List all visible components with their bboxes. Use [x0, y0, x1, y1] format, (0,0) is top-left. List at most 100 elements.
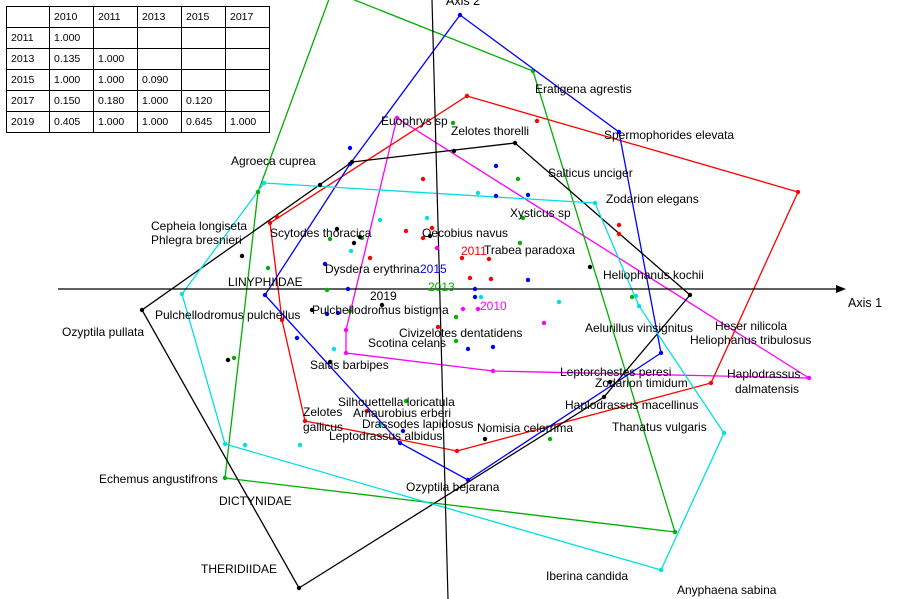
taxon-label: Haplodrassus macellinus — [565, 398, 698, 412]
scatter-point — [587, 264, 593, 270]
scatter-point — [629, 294, 635, 300]
scatter-point — [347, 145, 353, 151]
taxon-label: Oecobius navus — [422, 226, 508, 240]
scatter-point — [616, 231, 622, 237]
scatter-point — [467, 275, 473, 281]
scatter-point — [347, 308, 353, 314]
scatter-point — [420, 235, 426, 241]
table-cell: 1.000 — [137, 111, 182, 133]
table-row: 2017 0.150 0.180 1.000 0.120 — [6, 90, 270, 112]
scatter-point — [334, 226, 340, 232]
scatter-point — [357, 234, 363, 240]
taxon-label: Scytodes thoracica — [270, 226, 372, 240]
hull-vertex-point — [222, 475, 228, 481]
taxon-label: Trabea paradoxa — [484, 243, 575, 257]
scatter-point — [515, 176, 521, 182]
hull-vertex-point — [658, 567, 664, 573]
scatter-point — [424, 215, 430, 221]
taxon-label: Eratigena agrestis — [535, 82, 632, 96]
scatter-point — [265, 265, 271, 271]
scatter-point — [434, 245, 440, 251]
scatter-point — [435, 324, 441, 330]
hull-vertex-point — [636, 303, 642, 309]
taxon-label: DICTYNIDAE — [219, 494, 292, 508]
taxon-label: LINYPHIIDAE — [228, 275, 303, 289]
hull-vertex-point — [296, 585, 302, 591]
scatter-point — [317, 182, 323, 188]
taxon-label: Thanatus vulgaris — [612, 420, 707, 434]
hull-vertex-point — [601, 394, 607, 400]
year-label-2011: 2011 — [461, 244, 487, 258]
taxon-label: Iberina candida — [546, 569, 628, 583]
scatter-point — [309, 307, 315, 313]
scatter-point — [472, 294, 478, 300]
convex-hull-2013 — [224, 0, 676, 533]
taxon-label: Civizelotes dentatidens — [399, 326, 522, 340]
taxon-label: Scotina celans — [368, 336, 446, 350]
taxon-label: Amaurobius erberi — [353, 406, 451, 420]
year-label-2019: 2019 — [370, 289, 397, 303]
taxon-label: Pulchellodromus bistigma — [312, 303, 449, 317]
scatter-point — [427, 233, 433, 239]
scatter-point — [335, 310, 341, 316]
hull-vertex-point — [806, 375, 812, 381]
taxon-label: Leptodrassus albidus — [329, 429, 442, 443]
scatter-point — [403, 398, 409, 404]
scatter-point — [493, 163, 499, 169]
scatter-point — [351, 240, 357, 246]
scatter-point — [547, 436, 553, 442]
scatter-point — [327, 359, 333, 365]
scatter-point — [324, 311, 330, 317]
taxon-label: Leptorchestes peresi — [560, 365, 671, 379]
hull-vertex-point — [222, 441, 228, 447]
scatter-point — [493, 193, 499, 199]
year-label-2010: 2010 — [480, 299, 507, 313]
year-label-2013: 2013 — [428, 280, 455, 294]
hull-vertex-point — [349, 159, 355, 165]
hull-vertex-point — [721, 430, 727, 436]
sample-points — [225, 118, 639, 448]
axes: Axis 1 Axis 2 — [58, 0, 882, 599]
hull-vertex-point — [261, 180, 267, 186]
scatter-point — [517, 240, 523, 246]
convex-hull-2015 — [264, 14, 662, 481]
scatter-point — [225, 357, 231, 363]
taxon-label: dalmatensis — [735, 382, 799, 396]
axis-2-label: Axis 2 — [446, 0, 480, 8]
taxon-label: gallicus — [303, 420, 343, 434]
scatter-point — [322, 261, 328, 267]
hull-vertex-point — [592, 200, 598, 206]
scatter-point — [364, 408, 370, 414]
table-header-cell: 2010 — [49, 6, 94, 28]
scatter-point — [400, 428, 406, 434]
taxon-label: Heser nilicola — [715, 319, 787, 333]
taxon-label: Drassodes lapidosus — [362, 417, 473, 431]
year-labels: 2015 2011 2013 2019 2010 — [370, 244, 507, 313]
taxon-label: Saitis barbipes — [310, 358, 389, 372]
taxon-label: Pulchellodromus pulchellus — [155, 308, 300, 322]
taxon-label: Zelotes — [303, 405, 342, 419]
taxon-label: Agroeca cuprea — [231, 154, 316, 168]
scatter-point — [460, 306, 466, 312]
scatter-point — [633, 293, 639, 299]
scatter-point — [488, 276, 494, 282]
axis-1-label: Axis 1 — [848, 296, 882, 310]
table-header-cell: 2015 — [181, 6, 226, 28]
hull-vertex-point — [397, 440, 403, 446]
table-row: 2013 0.135 1.000 — [6, 48, 270, 70]
scatter-point — [616, 222, 622, 228]
hull-vertex-point — [687, 292, 693, 298]
similarity-matrix-table: 2010 2011 2013 2015 2017 2011 1.000 2013… — [6, 6, 270, 133]
table-row: 2019 0.405 1.000 1.000 0.645 1.000 — [6, 111, 270, 133]
scatter-point — [231, 355, 237, 361]
table-cell: 1.000 — [137, 90, 182, 112]
hull-vertex-point — [343, 327, 349, 333]
scatter-point — [490, 344, 496, 350]
scatter-point — [297, 442, 303, 448]
group-polygons — [139, 0, 812, 591]
hull-vertex-point — [267, 220, 273, 226]
table-header-cell: 2017 — [225, 6, 270, 28]
table-cell: 0.120 — [181, 90, 226, 112]
scatter-point — [331, 346, 337, 352]
scatter-point — [556, 299, 562, 305]
